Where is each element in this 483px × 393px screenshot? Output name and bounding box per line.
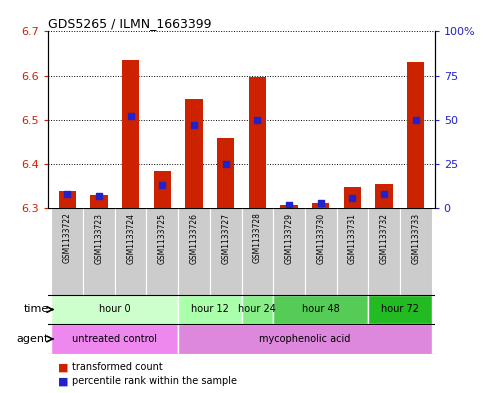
- Bar: [312, 202, 329, 208]
- Bar: [178, 324, 431, 354]
- Text: GSM1133728: GSM1133728: [253, 213, 262, 263]
- Bar: [273, 295, 368, 324]
- Text: hour 24: hour 24: [239, 305, 276, 314]
- Text: transformed count: transformed count: [72, 362, 163, 373]
- Bar: [52, 295, 178, 324]
- Bar: [146, 208, 178, 295]
- Bar: [242, 295, 273, 324]
- Text: hour 0: hour 0: [99, 305, 130, 314]
- Point: [190, 122, 198, 129]
- Text: ■: ■: [58, 362, 69, 373]
- Bar: [368, 208, 400, 295]
- Text: GSM1133727: GSM1133727: [221, 213, 230, 264]
- Bar: [90, 195, 108, 208]
- Bar: [185, 99, 203, 208]
- Bar: [52, 324, 178, 354]
- Bar: [122, 60, 140, 208]
- Point: [95, 193, 103, 199]
- Text: hour 72: hour 72: [381, 305, 419, 314]
- Point: [380, 191, 388, 197]
- Bar: [115, 208, 146, 295]
- Point: [285, 202, 293, 208]
- Bar: [154, 171, 171, 208]
- Point: [63, 191, 71, 197]
- Bar: [83, 208, 115, 295]
- Text: hour 48: hour 48: [302, 305, 340, 314]
- Bar: [400, 208, 431, 295]
- Bar: [375, 184, 393, 208]
- Point: [127, 113, 134, 119]
- Point: [349, 195, 356, 201]
- Bar: [368, 295, 431, 324]
- Bar: [210, 208, 242, 295]
- Text: GSM1133722: GSM1133722: [63, 213, 72, 263]
- Bar: [407, 62, 425, 208]
- Text: GSM1133726: GSM1133726: [189, 213, 199, 264]
- Bar: [249, 77, 266, 208]
- Text: GSM1133731: GSM1133731: [348, 213, 357, 264]
- Bar: [52, 208, 83, 295]
- Bar: [242, 208, 273, 295]
- Text: ■: ■: [58, 376, 69, 386]
- Point: [158, 182, 166, 188]
- Point: [254, 117, 261, 123]
- Text: agent: agent: [16, 334, 49, 344]
- Bar: [58, 191, 76, 208]
- Text: untreated control: untreated control: [72, 334, 157, 344]
- Point: [317, 200, 325, 206]
- Point: [222, 161, 229, 167]
- Text: GSM1133725: GSM1133725: [158, 213, 167, 264]
- Text: GSM1133733: GSM1133733: [411, 213, 420, 264]
- Text: GSM1133729: GSM1133729: [284, 213, 294, 264]
- Bar: [217, 138, 234, 208]
- Bar: [343, 187, 361, 208]
- Text: GDS5265 / ILMN_1663399: GDS5265 / ILMN_1663399: [48, 17, 212, 30]
- Text: hour 12: hour 12: [191, 305, 229, 314]
- Text: time: time: [24, 305, 49, 314]
- Text: mycophenolic acid: mycophenolic acid: [259, 334, 351, 344]
- Bar: [305, 208, 337, 295]
- Point: [412, 117, 420, 123]
- Bar: [178, 208, 210, 295]
- Text: GSM1133730: GSM1133730: [316, 213, 325, 264]
- Bar: [280, 205, 298, 208]
- Text: GSM1133724: GSM1133724: [126, 213, 135, 264]
- Text: percentile rank within the sample: percentile rank within the sample: [72, 376, 238, 386]
- Bar: [178, 295, 242, 324]
- Bar: [273, 208, 305, 295]
- Bar: [337, 208, 368, 295]
- Text: GSM1133732: GSM1133732: [380, 213, 388, 264]
- Text: GSM1133723: GSM1133723: [95, 213, 103, 264]
